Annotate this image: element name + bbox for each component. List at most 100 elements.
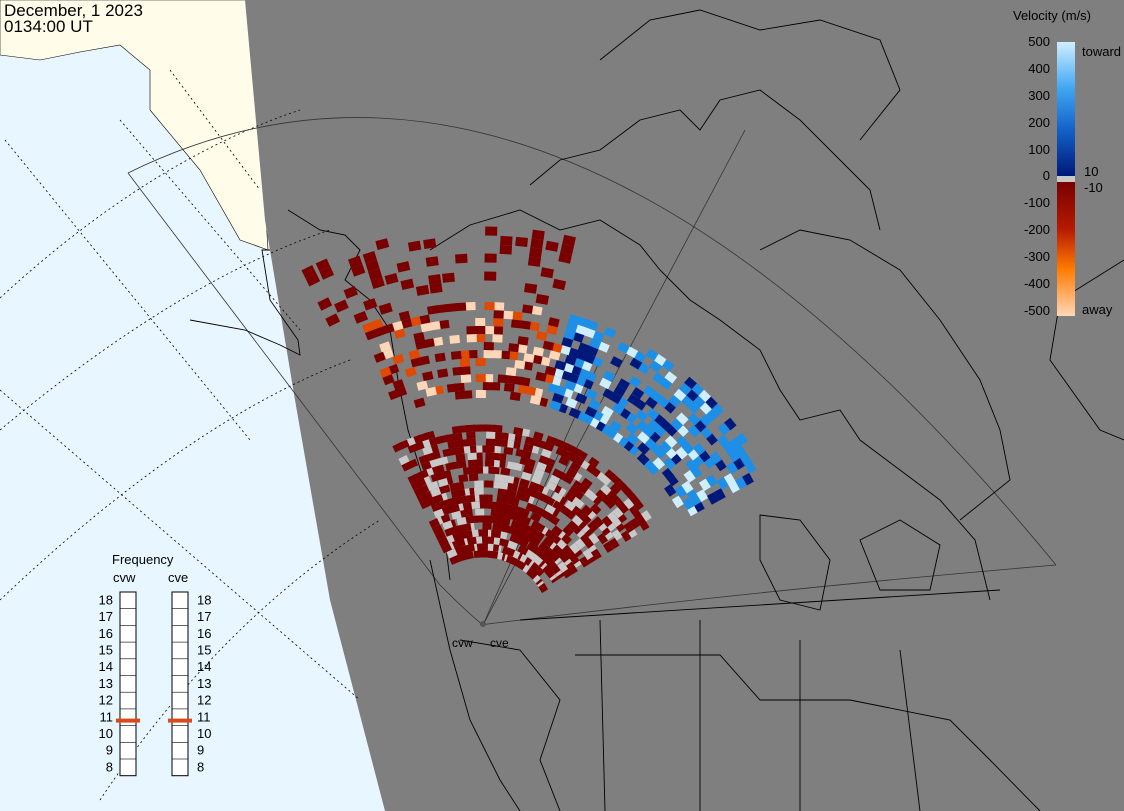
backscatter-cell xyxy=(499,244,513,255)
backscatter-cell xyxy=(581,477,593,489)
backscatter-cell xyxy=(698,389,711,403)
backscatter-cell xyxy=(485,452,495,460)
frequency-tick-label: 12 xyxy=(99,693,113,708)
colorbar-tick-label: -400 xyxy=(1024,276,1050,291)
backscatter-cell xyxy=(711,403,725,416)
backscatter-cell xyxy=(432,336,444,347)
colorbar-away-segment xyxy=(1057,182,1075,316)
backscatter-cell xyxy=(564,500,576,512)
backscatter-cell xyxy=(603,326,617,339)
backscatter-cell xyxy=(617,341,630,354)
backscatter-cell xyxy=(735,476,747,490)
backscatter-cell xyxy=(597,341,610,353)
backscatter-cell xyxy=(583,327,596,339)
backscatter-cell xyxy=(559,344,571,356)
backscatter-cell xyxy=(513,426,524,436)
backscatter-cell xyxy=(425,386,437,397)
backscatter-cell xyxy=(544,365,557,377)
backscatter-cell xyxy=(664,484,677,497)
backscatter-cell xyxy=(482,522,492,530)
backscatter-cell xyxy=(538,455,550,465)
backscatter-cell xyxy=(568,485,580,497)
backscatter-cell xyxy=(529,247,543,259)
backscatter-cell xyxy=(602,370,616,383)
backscatter-cell xyxy=(611,402,625,415)
backscatter-cell xyxy=(588,398,601,411)
backscatter-cell xyxy=(442,520,454,531)
backscatter-cell xyxy=(379,366,392,378)
backscatter-cell xyxy=(450,489,462,499)
colorbar-tick-label: 200 xyxy=(1028,115,1050,130)
backscatter-cell xyxy=(610,356,623,368)
backscatter-cell xyxy=(466,334,477,343)
colorbar-tick-label: -500 xyxy=(1024,303,1050,318)
backscatter-cell xyxy=(531,305,543,316)
backscatter-cell xyxy=(427,305,439,315)
backscatter-cell xyxy=(643,385,656,398)
backscatter-cell xyxy=(540,267,554,279)
frequency-tick-label: 16 xyxy=(99,626,113,641)
backscatter-cell xyxy=(467,452,477,461)
backscatter-cell xyxy=(544,504,556,515)
backscatter-cell xyxy=(475,373,486,383)
backscatter-cell xyxy=(547,383,560,394)
backscatter-cell xyxy=(468,473,479,482)
backscatter-cell xyxy=(449,334,461,344)
backscatter-cell xyxy=(501,546,513,556)
backscatter-cell xyxy=(521,471,532,481)
backscatter-cell xyxy=(636,452,650,466)
backscatter-cell xyxy=(503,446,514,456)
backscatter-cell xyxy=(552,278,567,291)
frequency-radar-cvw: cvw xyxy=(113,570,136,585)
backscatter-cell xyxy=(351,264,366,277)
backscatter-cell xyxy=(558,455,570,467)
backscatter-cell xyxy=(416,492,428,504)
backscatter-cell xyxy=(442,272,455,283)
backscatter-cell xyxy=(490,508,501,517)
backscatter-cell xyxy=(370,276,385,289)
backscatter-cell xyxy=(459,509,470,518)
colorbar-tick-label: -300 xyxy=(1024,249,1050,264)
backscatter-cell xyxy=(506,461,517,470)
backscatter-cell xyxy=(343,286,359,299)
backscatter-cell xyxy=(625,346,639,359)
backscatter-cell xyxy=(484,459,495,467)
backscatter-cell xyxy=(404,366,417,378)
colorbar-tick-label: 0 xyxy=(1043,168,1050,183)
backscatter-cell xyxy=(449,554,461,565)
backscatter-cell xyxy=(562,234,576,247)
backscatter-cell xyxy=(595,489,607,501)
backscatter-cell xyxy=(532,431,544,441)
frequency-tick-label: 14 xyxy=(99,659,113,674)
backscatter-cell xyxy=(382,374,395,386)
backscatter-cell xyxy=(475,325,486,335)
backscatter-cell xyxy=(465,302,476,311)
backscatter-cell xyxy=(647,419,661,432)
backscatter-cell xyxy=(625,422,639,435)
backscatter-cell xyxy=(459,358,471,367)
backscatter-cell xyxy=(507,351,519,361)
backscatter-cell xyxy=(444,526,456,537)
backscatter-cell xyxy=(541,510,553,521)
backscatter-cell xyxy=(609,483,622,495)
backscatter-cell xyxy=(438,319,450,330)
backscatter-cell xyxy=(530,238,544,250)
backscatter-cell xyxy=(459,350,470,359)
backscatter-cell xyxy=(510,519,522,530)
backscatter-cell xyxy=(441,505,453,516)
backscatter-cell xyxy=(592,330,605,342)
backscatter-cell xyxy=(542,340,555,351)
colorbar-tick-label: 500 xyxy=(1028,34,1050,49)
backscatter-cell xyxy=(430,472,442,483)
backscatter-cell xyxy=(536,461,547,472)
backscatter-cell xyxy=(458,474,469,483)
backscatter-cell xyxy=(434,352,446,363)
backscatter-cell xyxy=(475,357,486,367)
backscatter-cell xyxy=(565,321,578,333)
frequency-tick-label: 18 xyxy=(197,592,211,607)
backscatter-cell xyxy=(522,304,534,314)
backscatter-cell xyxy=(493,310,504,319)
backscatter-cell xyxy=(485,438,496,446)
backscatter-cell xyxy=(522,443,534,453)
backscatter-cell xyxy=(661,359,675,372)
